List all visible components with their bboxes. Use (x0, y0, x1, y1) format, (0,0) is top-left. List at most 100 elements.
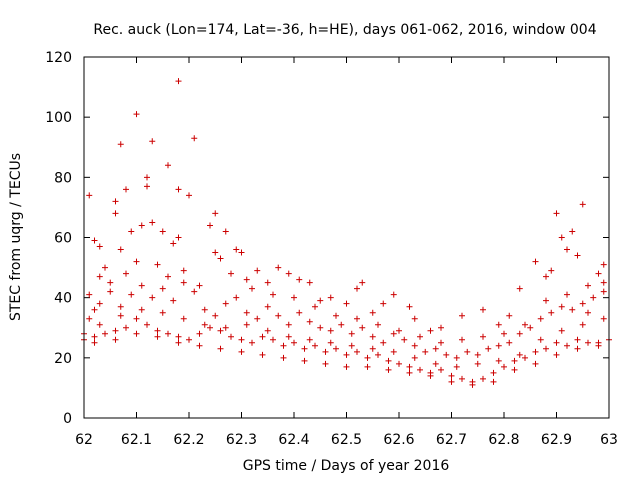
data-point (306, 336, 313, 343)
data-point (537, 336, 544, 343)
data-point (259, 351, 266, 358)
data-point (569, 228, 576, 235)
data-point (254, 315, 261, 322)
data-point (222, 228, 229, 235)
data-point (144, 174, 150, 181)
data-point (117, 303, 124, 310)
data-point (222, 324, 229, 331)
data-point (548, 309, 555, 316)
data-point (411, 315, 418, 322)
data-point (501, 363, 507, 370)
data-point (469, 381, 476, 388)
data-point (296, 309, 303, 316)
data-point (180, 267, 187, 274)
data-point (154, 261, 161, 268)
data-point (438, 339, 444, 346)
data-point (312, 342, 318, 349)
data-point (511, 357, 518, 364)
data-point (417, 366, 423, 373)
data-point (417, 333, 423, 340)
data-point (401, 336, 408, 343)
data-point (354, 348, 360, 355)
data-point (280, 342, 287, 349)
data-point (186, 192, 192, 199)
plot-frame (83, 56, 610, 419)
data-point (375, 351, 381, 358)
data-point (123, 186, 129, 193)
data-point (233, 246, 240, 253)
data-point (459, 375, 465, 382)
data-point (175, 339, 182, 346)
data-point (96, 243, 103, 250)
data-point (406, 369, 413, 376)
y-tick-label: 0 (63, 411, 72, 427)
data-point (96, 273, 103, 280)
data-point (275, 264, 282, 271)
data-point (495, 357, 502, 364)
y-tick-label: 20 (54, 351, 72, 367)
data-point (270, 291, 276, 298)
data-point (117, 312, 124, 319)
data-point (411, 354, 418, 361)
x-tick-label: 62.7 (436, 432, 467, 448)
data-point (459, 336, 465, 343)
data-point (422, 348, 429, 355)
y-tick-label: 100 (45, 110, 72, 126)
data-point (154, 333, 161, 340)
data-point (354, 285, 360, 292)
y-axis-label: STEC from uqrg / TECUs (8, 153, 24, 321)
data-point (600, 288, 607, 295)
y-tick-label: 40 (54, 291, 72, 307)
data-point (327, 327, 334, 334)
data-point (191, 288, 198, 295)
data-point (191, 135, 198, 142)
data-point (112, 336, 119, 343)
data-point (585, 309, 591, 316)
data-point (149, 219, 156, 226)
data-point (343, 300, 350, 307)
data-point (212, 210, 219, 217)
data-point (354, 315, 360, 322)
data-point (579, 321, 586, 328)
data-point (375, 321, 381, 328)
data-point (396, 360, 402, 367)
data-point (600, 279, 607, 286)
data-point (490, 378, 497, 385)
data-point (600, 261, 607, 268)
data-point (243, 309, 250, 316)
data-point (238, 348, 245, 355)
x-tick-label: 62.3 (226, 432, 257, 448)
data-point (133, 258, 140, 265)
data-point (348, 342, 355, 349)
data-point (522, 354, 528, 361)
chart-title: Rec. auck (Lon=174, Lat=-36, h=HE), days… (93, 22, 596, 38)
x-tick-label: 62.4 (278, 432, 309, 448)
data-point (543, 273, 549, 280)
tick-labels: 62 62.1 62.2 62.3 62.4 62.5 62.6 62.7 62.8 62.9 63… (45, 50, 618, 448)
data-point (102, 264, 108, 271)
x-tick-label: 62 (75, 432, 93, 448)
data-point (348, 330, 355, 337)
data-point (96, 321, 103, 328)
data-point (516, 351, 523, 358)
data-point (264, 303, 271, 310)
data-point (564, 342, 570, 349)
data-point (333, 312, 339, 319)
data-point (511, 366, 518, 373)
data-point (585, 282, 591, 289)
data-point (448, 372, 455, 379)
data-point (285, 333, 292, 340)
data-point (574, 345, 581, 352)
data-point (217, 327, 224, 334)
data-point (291, 339, 297, 346)
data-point (296, 276, 303, 283)
data-point (480, 306, 486, 313)
data-point (322, 348, 329, 355)
x-tick-label: 62.2 (173, 432, 204, 448)
data-point (175, 333, 182, 340)
data-point (91, 333, 98, 340)
data-point (438, 366, 444, 373)
data-point (438, 324, 444, 331)
data-point (138, 222, 145, 229)
data-point (112, 198, 119, 205)
